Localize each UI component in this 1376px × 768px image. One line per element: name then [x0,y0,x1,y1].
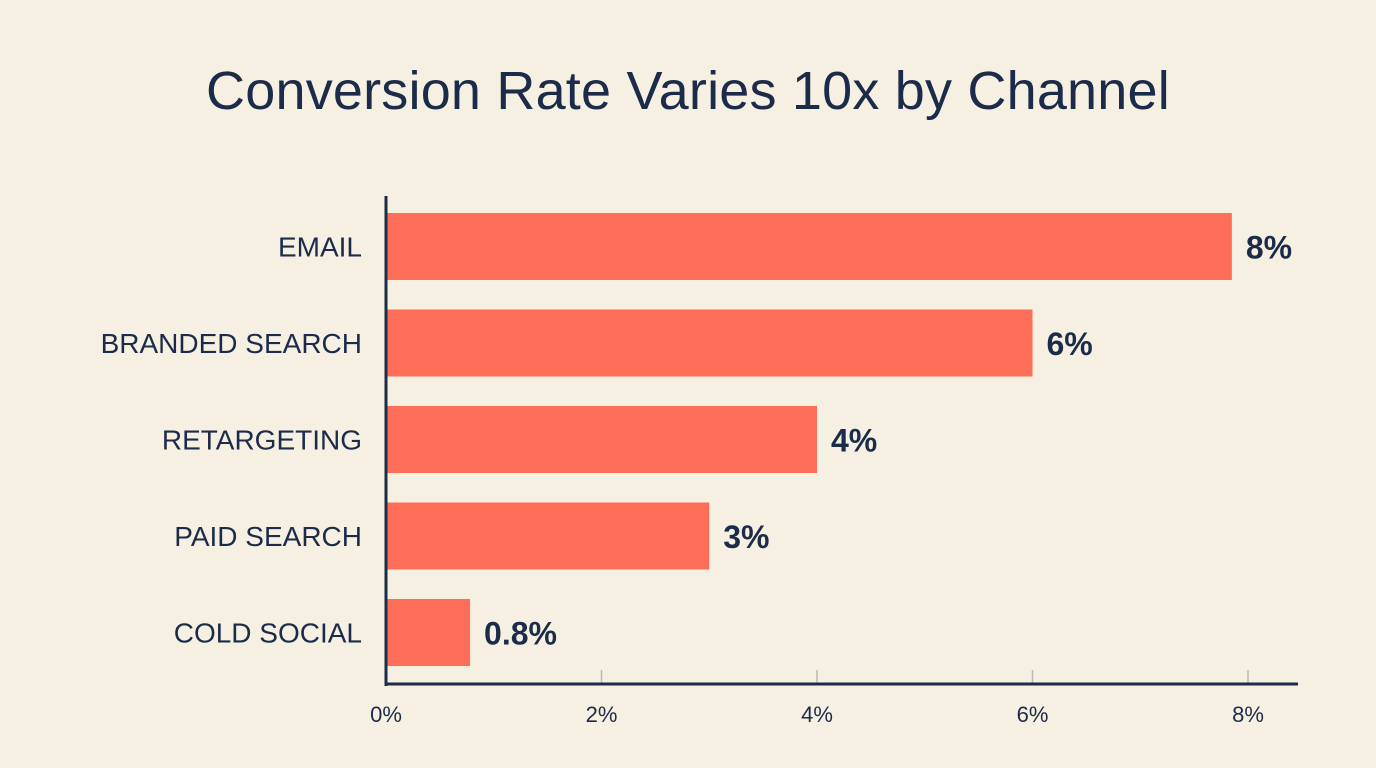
value-label: 3% [723,519,769,555]
x-tick-label: 4% [801,702,833,727]
bar [386,309,1033,377]
category-label: PAID SEARCH [174,521,362,552]
bar [386,599,471,666]
labels: 0% 2% 4% 6% 8% EMAIL 8% BRANDED SEARCH 6% RETARGE… [101,230,1292,728]
value-label: 4% [831,423,877,459]
category-label: BRANDED SEARCH [101,328,362,359]
x-tick-label: 2% [586,702,618,727]
category-label: COLD SOCIAL [174,618,362,649]
chart-title: Conversion Rate Varies 10x by Channel [206,61,1170,121]
value-label: 0.8% [484,616,557,652]
bar [386,502,710,570]
bar [386,406,817,473]
value-label: 6% [1047,326,1093,362]
bars [386,213,1232,666]
category-label: EMAIL [278,232,362,263]
axes [384,196,1298,686]
x-tick-label: 8% [1232,702,1264,727]
x-tick-label: 0% [370,702,402,727]
value-label: 8% [1246,230,1292,266]
x-tick-label: 6% [1017,702,1049,727]
category-label: RETARGETING [162,425,362,456]
x-axis-ticks [600,670,1249,684]
bar [386,213,1232,280]
